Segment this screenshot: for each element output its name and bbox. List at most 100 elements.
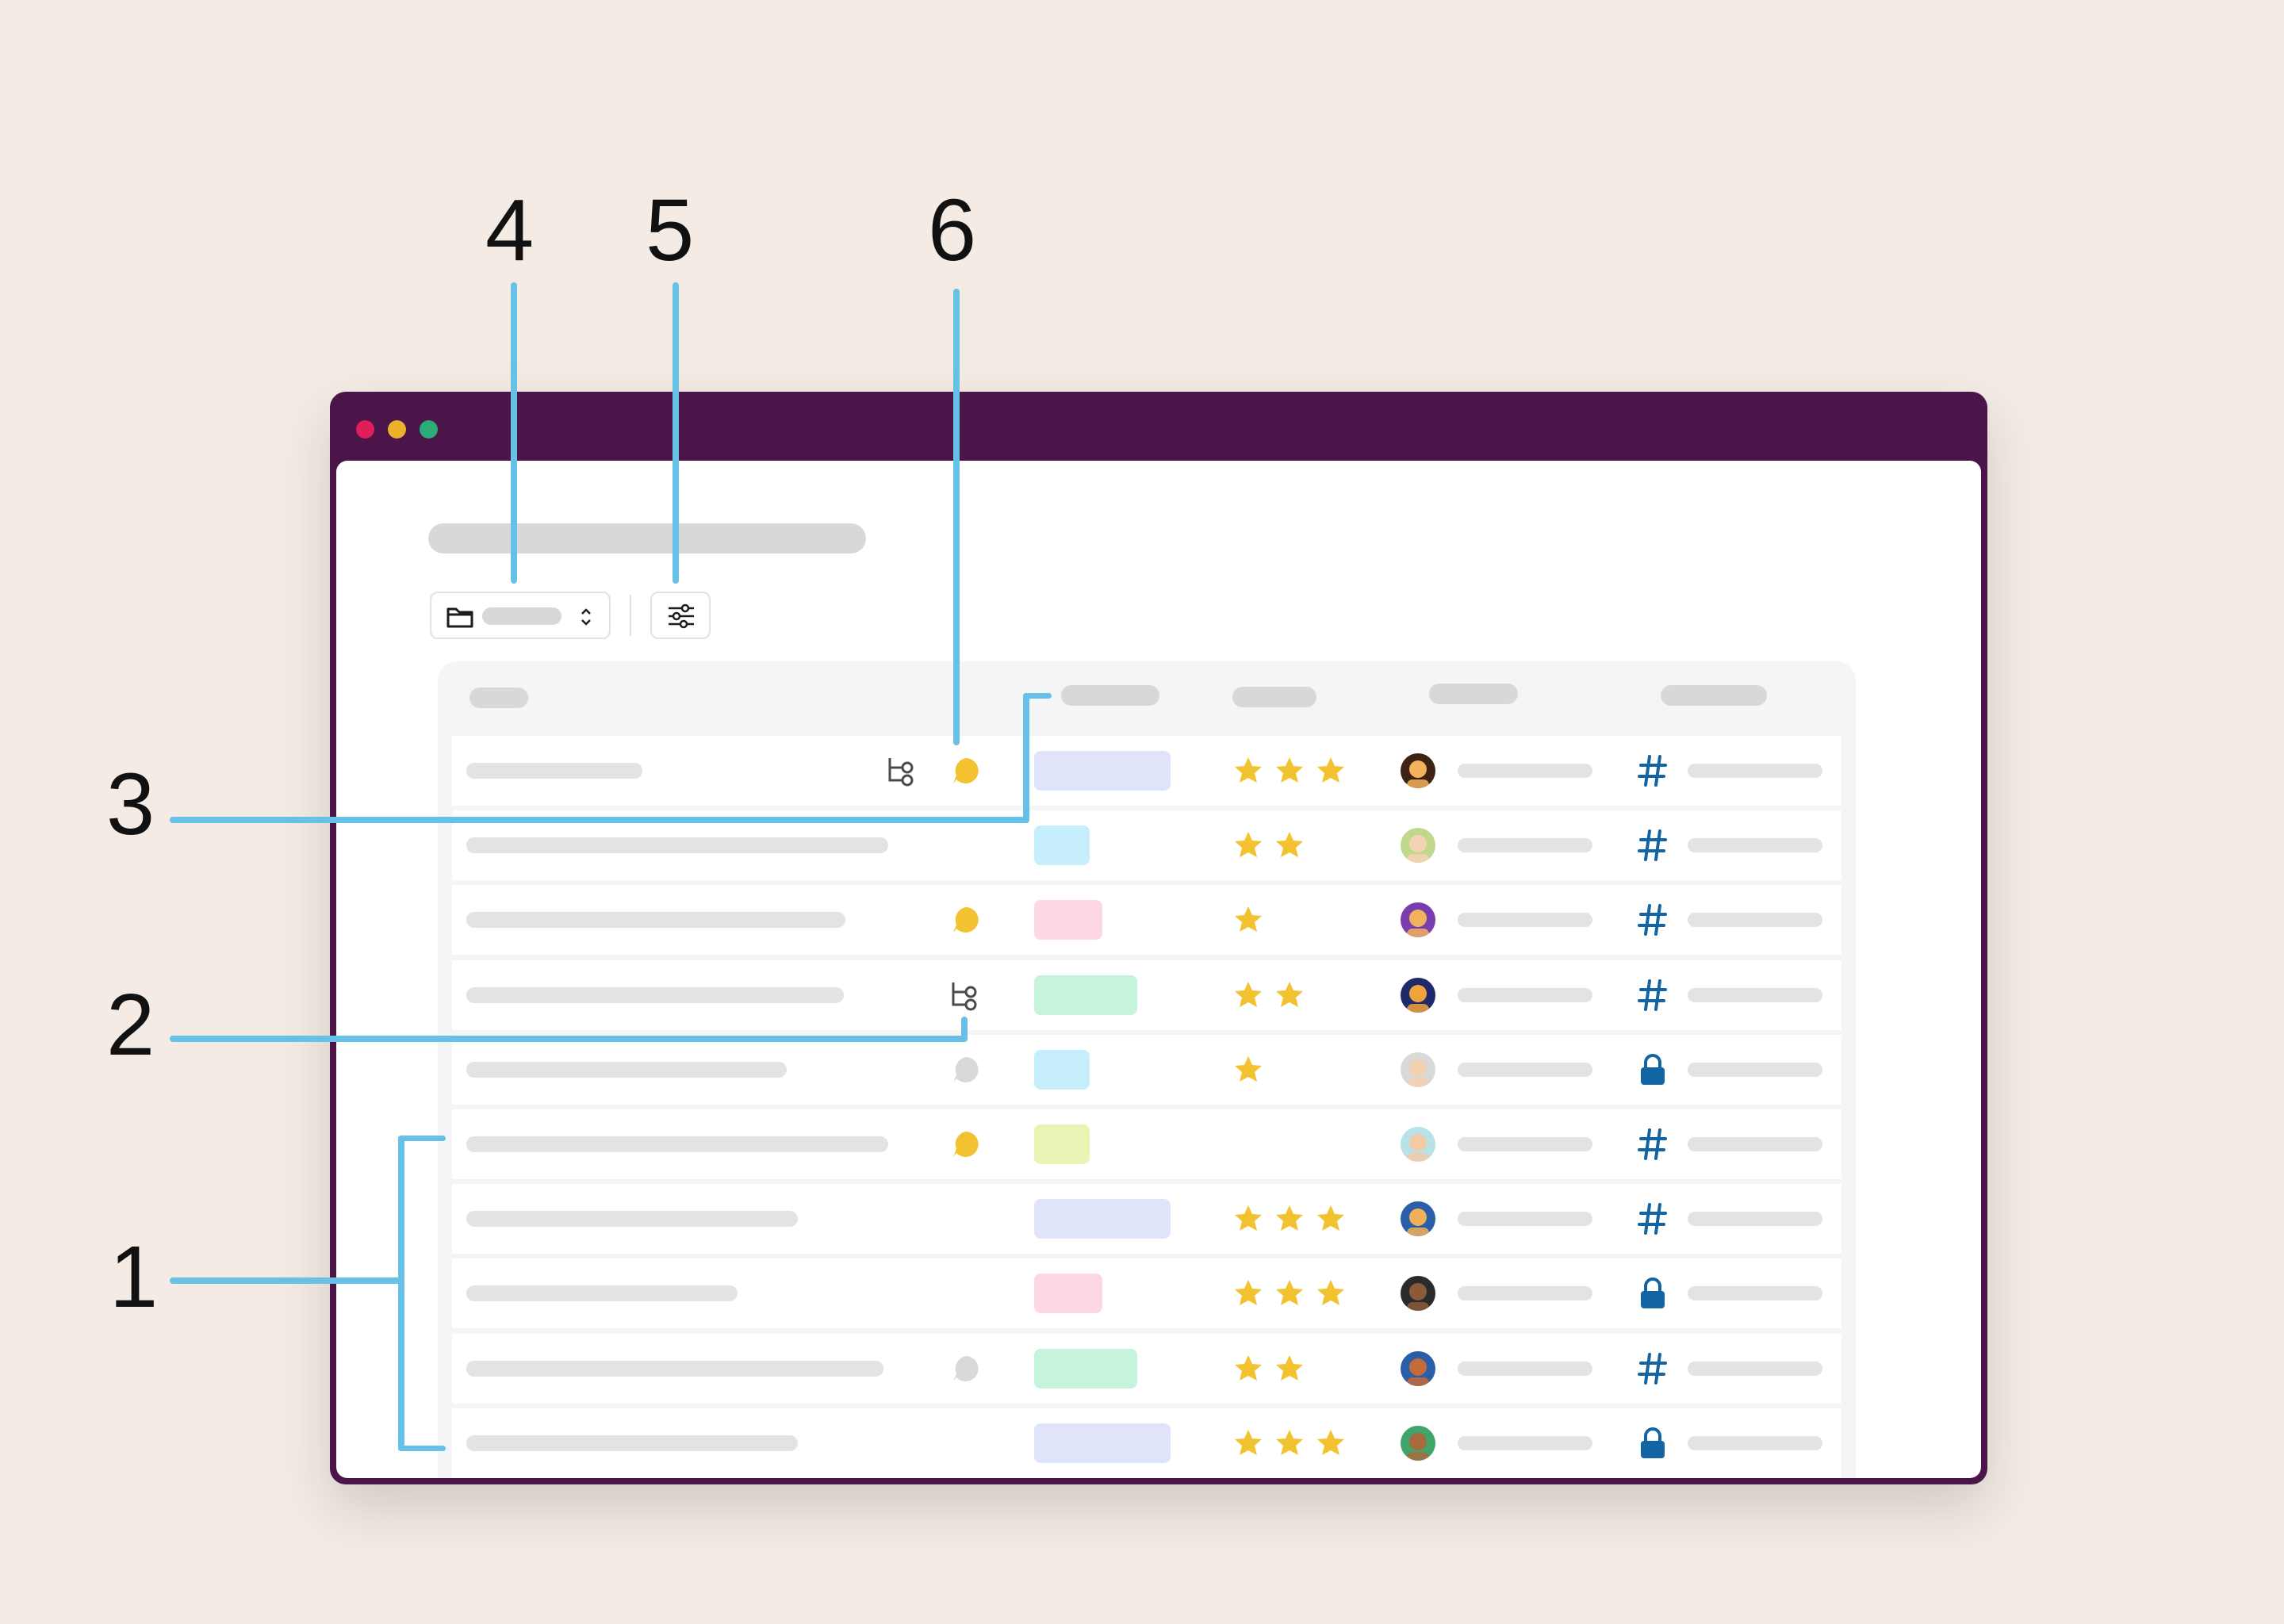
leader-2-up (961, 1017, 968, 1042)
hash-icon (1638, 1203, 1667, 1235)
callout-number-2: 2 (106, 976, 155, 1074)
filter-button[interactable] (650, 592, 711, 639)
column-header-owner[interactable] (1429, 684, 1518, 704)
callout-number-1: 1 (109, 1228, 159, 1326)
row-title-placeholder (466, 1211, 798, 1228)
tag-chip[interactable] (1034, 1274, 1102, 1314)
star-icon (1235, 981, 1262, 1007)
tag-chip[interactable] (1034, 900, 1102, 940)
row-title-placeholder (466, 1136, 888, 1152)
folder-icon (446, 607, 473, 628)
workflow-icon (952, 982, 977, 1011)
leader-1 (170, 1277, 404, 1284)
row-title-placeholder (466, 912, 845, 929)
page-title-placeholder (428, 523, 866, 553)
star-icon (1235, 832, 1262, 858)
leader-4 (511, 282, 517, 584)
avatar[interactable] (1401, 1201, 1435, 1237)
tag-chip[interactable] (1034, 1348, 1137, 1388)
star-icon (1276, 1205, 1303, 1231)
owner-name-placeholder (1458, 1361, 1592, 1376)
avatar[interactable] (1401, 1425, 1435, 1461)
row-title-placeholder (466, 1434, 798, 1451)
close-window-icon[interactable] (356, 420, 374, 439)
avatar[interactable] (1401, 753, 1435, 788)
channel-name-placeholder (1688, 1137, 1822, 1151)
lock-icon (1641, 1053, 1665, 1085)
avatar[interactable] (1401, 1276, 1435, 1312)
star-icon (1276, 1280, 1303, 1306)
avatar-face (1407, 835, 1429, 864)
leader-3 (170, 817, 1029, 823)
callout-number-5: 5 (646, 182, 695, 279)
chevron-up-down-icon (581, 608, 591, 626)
row-title-placeholder (466, 1360, 883, 1377)
owner-name-placeholder (1458, 764, 1592, 778)
avatar-face (1407, 1283, 1429, 1312)
table-row[interactable] (452, 1109, 1841, 1179)
table-row[interactable] (452, 1034, 1841, 1105)
avatar[interactable] (1401, 902, 1435, 938)
avatar[interactable] (1401, 1051, 1435, 1087)
owner-name-placeholder (1458, 1062, 1592, 1077)
channel-name-placeholder (1688, 764, 1822, 778)
tag-chip[interactable] (1034, 1199, 1171, 1239)
lock-icon (1641, 1427, 1665, 1458)
table-row[interactable] (452, 885, 1841, 956)
column-header-channel[interactable] (1661, 685, 1767, 706)
avatar-face (1407, 1208, 1429, 1237)
tag-chip[interactable] (1034, 1124, 1090, 1164)
owner-name-placeholder (1458, 1137, 1592, 1151)
avatar[interactable] (1401, 977, 1435, 1013)
leader-6 (953, 289, 960, 745)
star-icon (1276, 832, 1303, 858)
comment-active-icon (953, 758, 979, 783)
tag-chip[interactable] (1034, 1423, 1171, 1463)
row-title-placeholder (466, 763, 642, 779)
avatar-face (1407, 760, 1429, 788)
folder-selector-button[interactable] (430, 592, 611, 639)
comment-inactive-icon (953, 1355, 979, 1381)
owner-name-placeholder (1458, 913, 1592, 928)
leader-1-bracket-bottom (398, 1446, 446, 1451)
avatar-face (1407, 1134, 1429, 1162)
star-icon (1276, 757, 1303, 783)
column-header-rating[interactable] (1232, 687, 1316, 707)
hash-icon (1638, 979, 1667, 1011)
tag-chip[interactable] (1034, 975, 1137, 1015)
table-row[interactable] (452, 736, 1841, 806)
avatar[interactable] (1401, 1127, 1435, 1162)
hash-icon (1638, 755, 1667, 787)
minimize-window-icon[interactable] (388, 420, 406, 439)
tag-chip[interactable] (1034, 751, 1171, 791)
row-title-placeholder (466, 1285, 738, 1302)
channel-name-placeholder (1688, 1286, 1822, 1301)
table-row[interactable] (452, 1408, 1841, 1478)
star-icon (1276, 1429, 1303, 1455)
avatar-face (1407, 1358, 1429, 1386)
table-row[interactable] (452, 1258, 1841, 1329)
channel-name-placeholder (1688, 1212, 1822, 1227)
star-icon (1276, 1354, 1303, 1381)
star-icon (1235, 1354, 1262, 1381)
maximize-window-icon[interactable] (420, 420, 438, 439)
comment-active-icon (953, 1132, 979, 1157)
table-row[interactable] (452, 1333, 1841, 1404)
table-row[interactable] (452, 959, 1841, 1030)
table-row[interactable] (452, 1184, 1841, 1254)
row-title-placeholder (466, 1061, 787, 1078)
lock-icon (1641, 1277, 1665, 1309)
tag-chip[interactable] (1034, 1049, 1090, 1090)
avatar[interactable] (1401, 1350, 1435, 1386)
tag-chip[interactable] (1034, 825, 1090, 866)
avatar[interactable] (1401, 828, 1435, 864)
hash-icon (1638, 829, 1667, 862)
column-header-tag[interactable] (1061, 685, 1159, 706)
hash-icon (1638, 904, 1667, 936)
hash-icon (1638, 1128, 1667, 1160)
star-icon (1235, 1055, 1262, 1082)
toolbar-divider (630, 595, 631, 636)
star-icon (1235, 906, 1262, 933)
column-header-name[interactable] (469, 688, 528, 708)
avatar-face (1407, 1059, 1429, 1087)
